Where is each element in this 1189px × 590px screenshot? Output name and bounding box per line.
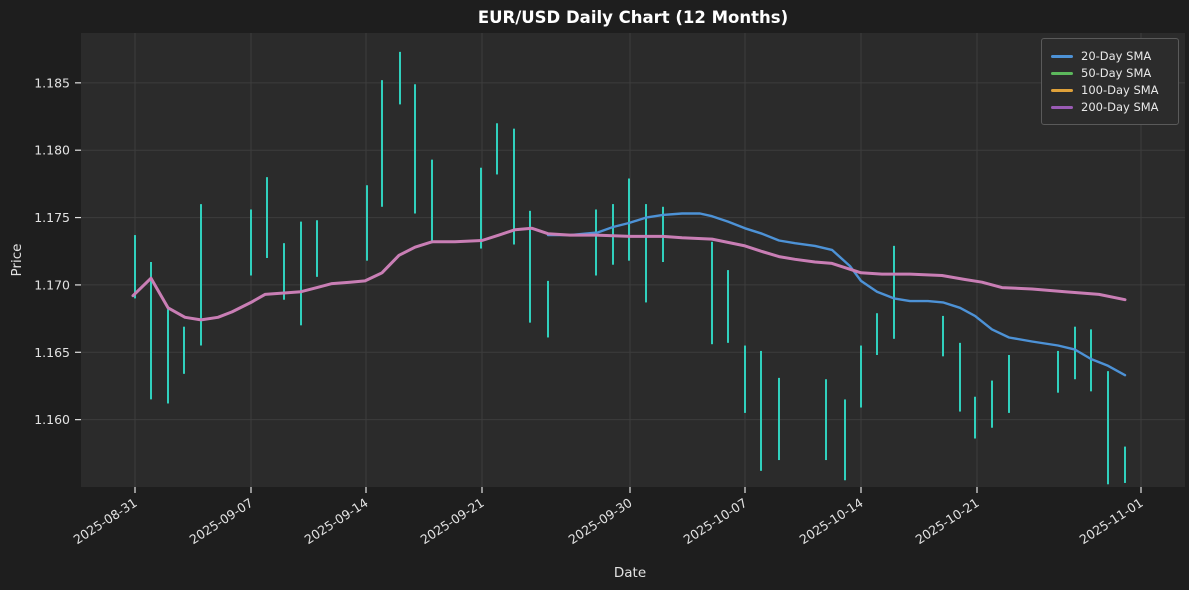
y-tick-label: 1.175 (34, 210, 70, 225)
legend-line-swatch (1051, 71, 1073, 75)
legend-line-swatch (1051, 88, 1073, 92)
sma-lines (131, 212, 1127, 377)
y-tick-label: 1.170 (34, 277, 70, 292)
legend-line-swatch (1051, 54, 1073, 58)
y-tick-label: 1.165 (34, 345, 70, 360)
legend-label: 20-Day SMA (1081, 49, 1152, 63)
y-axis-label: Price (9, 244, 25, 277)
y-tick-label: 1.160 (34, 412, 70, 427)
y-tick-label: 1.185 (34, 75, 70, 90)
chart-legend: 20-Day SMA 50-Day SMA 100-Day SMA 200-Day S… (1041, 38, 1179, 125)
axis-ticks (75, 82, 1142, 493)
sma-line-200-day-sma (131, 226, 1127, 322)
plot-area-background (81, 33, 1185, 487)
price-range-bars (134, 51, 1126, 485)
x-tick-label: 2025-08-31 (71, 495, 140, 547)
chart-title: EUR/USD Daily Chart (12 Months) (478, 8, 788, 27)
x-tick-label: 2025-09-14 (302, 495, 371, 547)
y-tick-label: 1.180 (34, 143, 70, 158)
legend-line-swatch (1051, 105, 1073, 109)
legend-item-20-day-sma: 20-Day SMA (1051, 49, 1168, 63)
gridlines (81, 33, 1185, 487)
x-tick-label: 2025-09-30 (566, 495, 635, 547)
legend-label: 200-Day SMA (1081, 100, 1159, 114)
legend-label: 100-Day SMA (1081, 83, 1159, 97)
sma-line-20-day-sma (546, 212, 1127, 377)
legend-label: 50-Day SMA (1081, 66, 1152, 80)
x-axis-label: Date (614, 565, 646, 581)
legend-item-50-day-sma: 50-Day SMA (1051, 66, 1168, 80)
legend-item-100-day-sma: 100-Day SMA (1051, 83, 1168, 97)
x-tick-label: 2025-10-14 (797, 495, 866, 547)
x-tick-label: 2025-10-21 (913, 495, 982, 547)
x-tick-label: 2025-09-07 (187, 495, 256, 547)
x-tick-label: 2025-11-01 (1077, 495, 1146, 547)
x-tick-label: 2025-10-07 (681, 495, 750, 547)
x-tick-label: 2025-09-21 (418, 495, 487, 547)
legend-item-200-day-sma: 200-Day SMA (1051, 100, 1168, 114)
